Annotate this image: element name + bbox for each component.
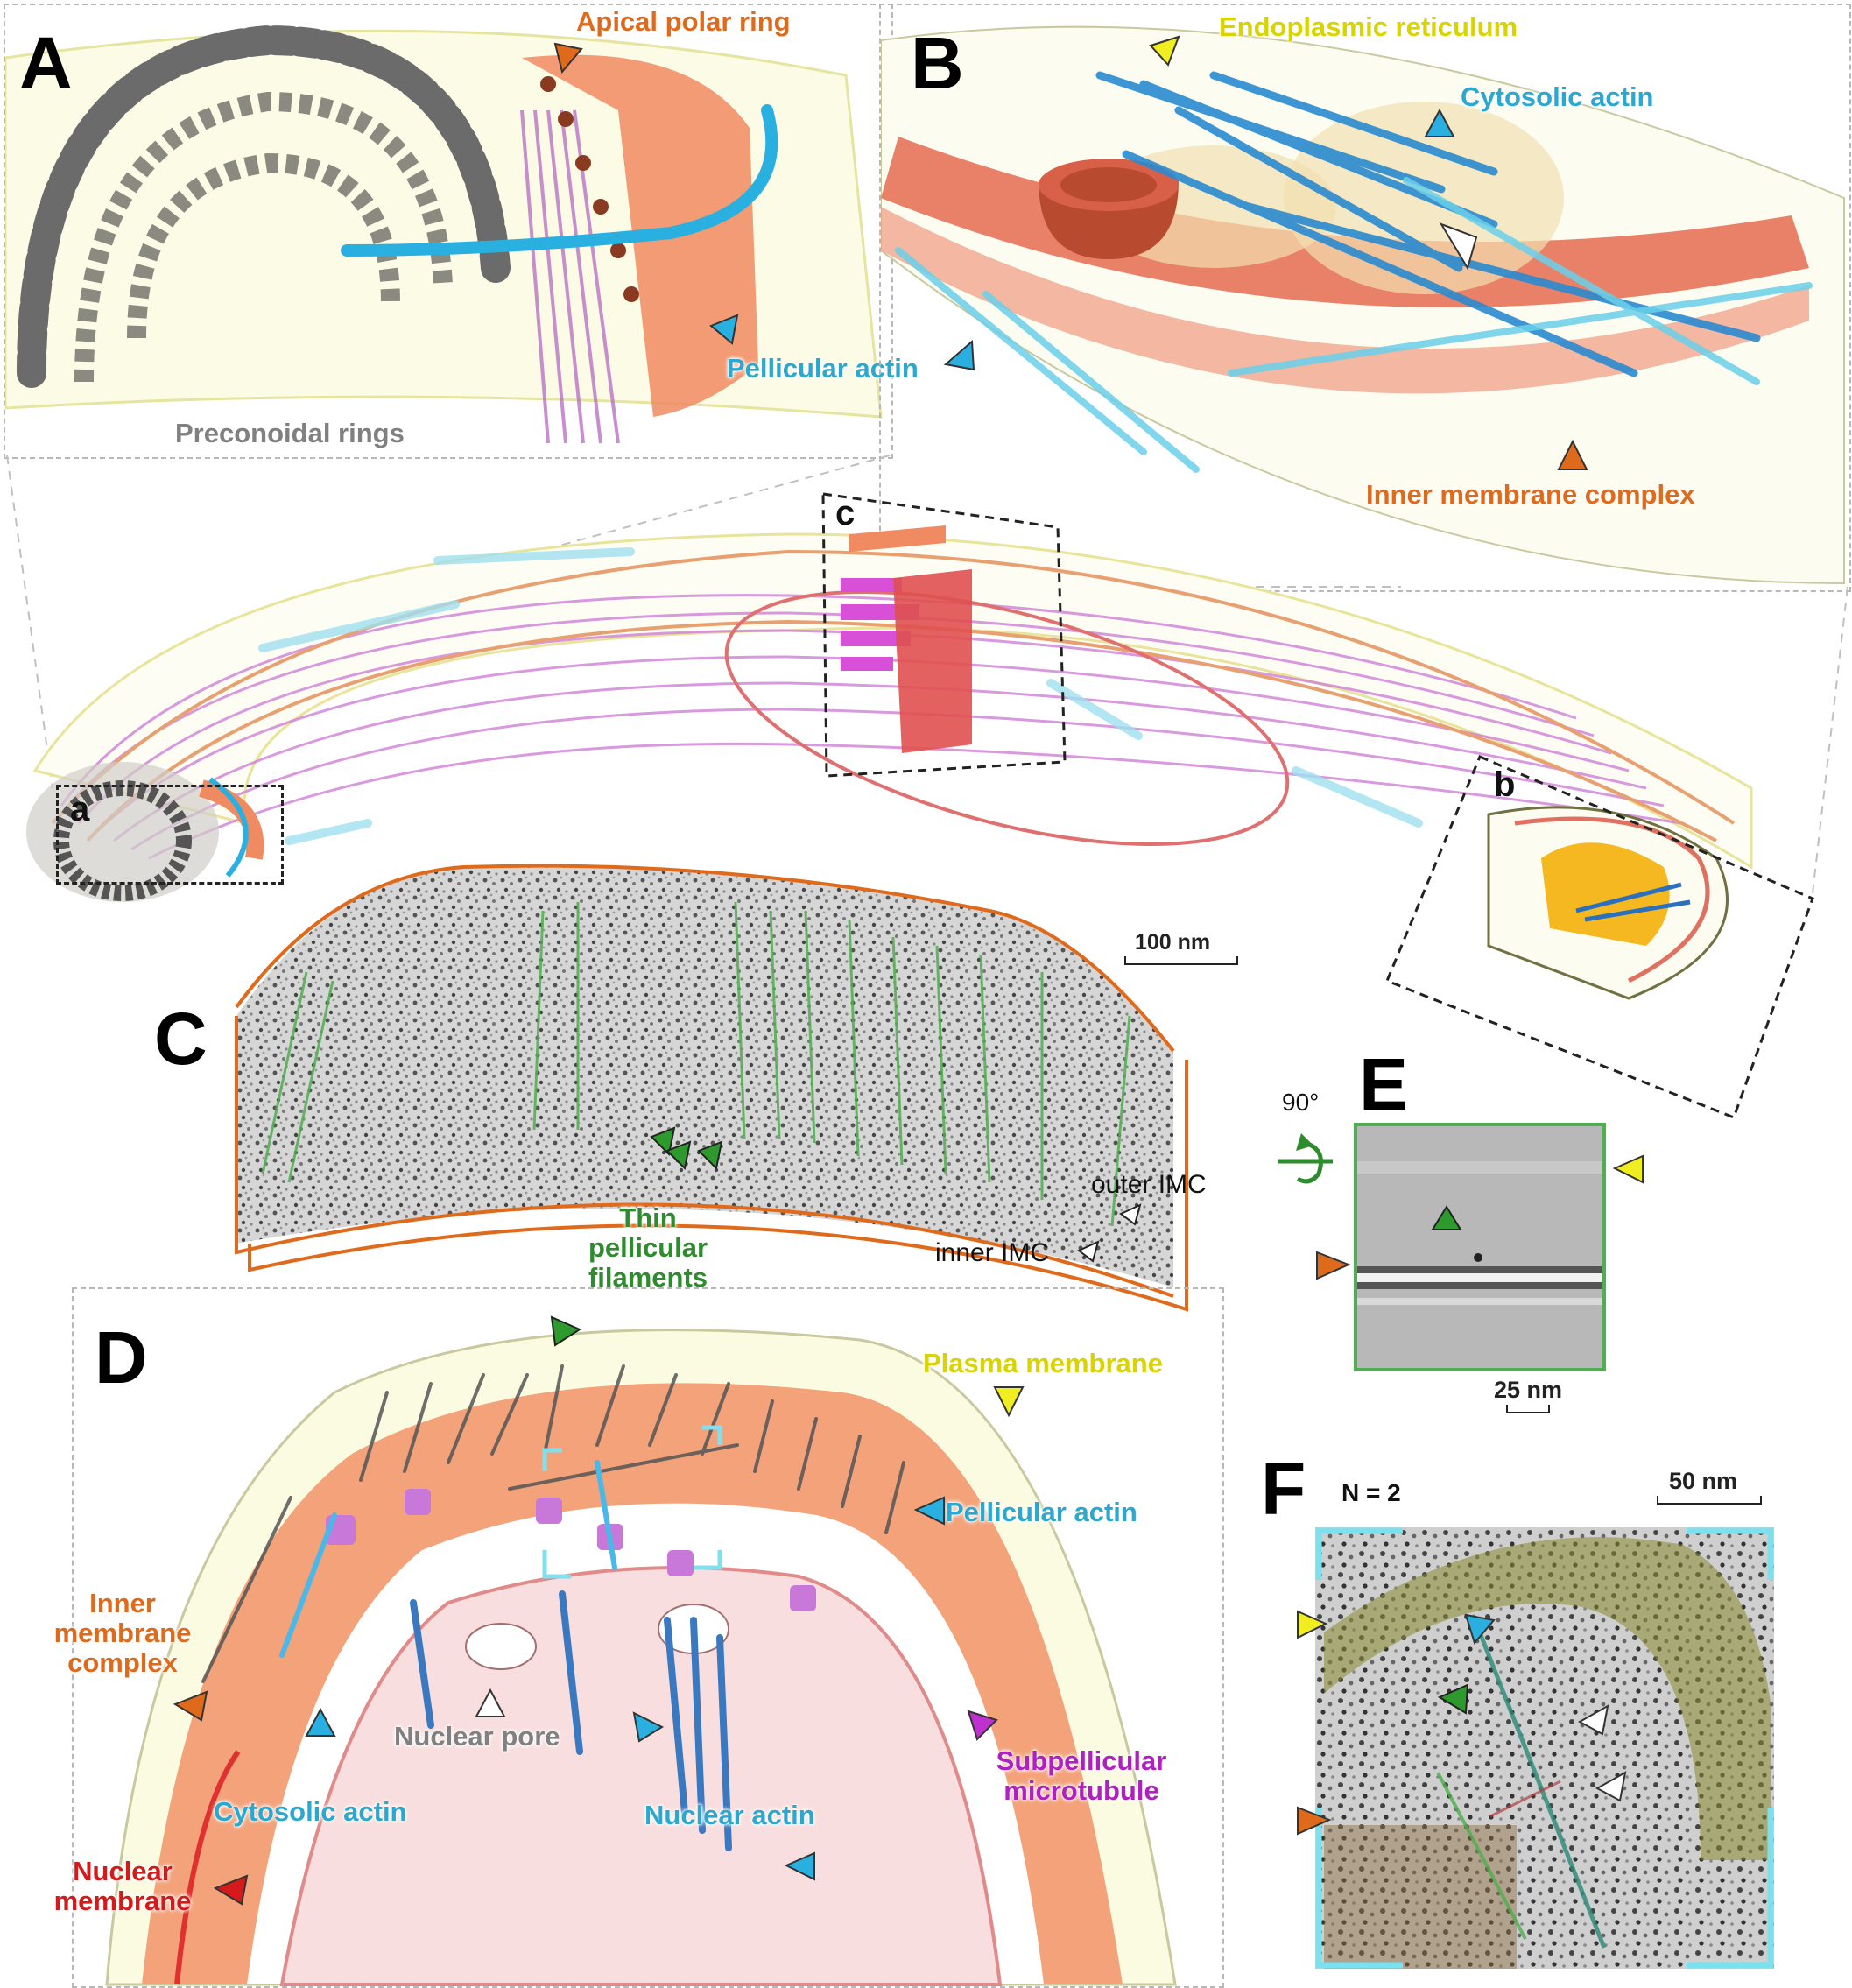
arrow-cyan-icon bbox=[632, 1711, 665, 1743]
arrow-orange-icon bbox=[1557, 439, 1588, 470]
overview-box-b-frame bbox=[1385, 755, 1814, 1119]
arrow-orange-icon bbox=[173, 1690, 208, 1722]
label-subpellicular-microtubule: Subpellicular microtubule bbox=[981, 1745, 1182, 1807]
arrow-magenta-icon bbox=[967, 1710, 998, 1741]
arrow-cyan-icon bbox=[709, 314, 739, 345]
panel-f-scalebar bbox=[1657, 1496, 1762, 1505]
panel-f-render bbox=[1315, 1527, 1774, 1969]
arrow-orange-icon bbox=[1316, 1251, 1351, 1280]
arrow-green-icon bbox=[550, 1315, 582, 1347]
arrow-red-icon bbox=[213, 1874, 249, 1906]
label-smt-line2: microtubule bbox=[1003, 1775, 1159, 1807]
panel-a-letter: A bbox=[19, 22, 73, 104]
panel-d-render bbox=[105, 1329, 1177, 1986]
panel-e-render bbox=[1357, 1126, 1602, 1368]
label-imc-line3: complex bbox=[67, 1647, 178, 1679]
overview-cell bbox=[6, 455, 1848, 1000]
panel-b-frame bbox=[879, 4, 1851, 592]
arrow-cyan-icon bbox=[943, 339, 975, 371]
overview-box-a bbox=[56, 785, 284, 885]
panel-e-image bbox=[1354, 1123, 1606, 1371]
label-apical-polar-ring: Apical polar ring bbox=[576, 6, 791, 37]
label-smt-line1: Subpellicular bbox=[996, 1745, 1167, 1776]
panel-e-letter: E bbox=[1359, 1043, 1409, 1125]
panel-b-render bbox=[881, 25, 1845, 585]
label-inner-membrane-complex-d: Inner membrane complex bbox=[53, 1588, 193, 1679]
label-pellicular-actin-d: Pellicular actin bbox=[946, 1497, 1137, 1527]
arrow-orange-icon bbox=[553, 42, 583, 74]
label-imc-line2: membrane bbox=[53, 1618, 192, 1649]
label-cytosolic-actin-b: Cytosolic actin bbox=[1461, 81, 1654, 112]
label-thin-pellicular-filaments: Thin pellicular filaments bbox=[560, 1202, 736, 1293]
panel-a-render bbox=[5, 25, 883, 444]
arrow-yellow-icon bbox=[1149, 35, 1180, 67]
overview-label-a: a bbox=[70, 790, 90, 828]
label-outer-imc: outer IMC bbox=[1091, 1170, 1207, 1199]
label-endoplasmic-reticulum: Endoplasmic reticulum bbox=[1219, 11, 1518, 42]
arrow-cyan-icon bbox=[305, 1707, 336, 1737]
panel-b-image bbox=[881, 5, 1846, 587]
arrow-green-icon bbox=[1437, 1683, 1469, 1715]
label-inner-membrane-complex-b: Inner membrane complex bbox=[1366, 479, 1695, 510]
panel-a-image bbox=[5, 5, 888, 454]
overview-label-c: c bbox=[835, 494, 856, 532]
panel-c-letter: C bbox=[154, 998, 208, 1080]
label-inner-imc: inner IMC bbox=[935, 1238, 1050, 1267]
arrow-white-icon bbox=[475, 1688, 506, 1717]
label-nuclear-pore: Nuclear pore bbox=[394, 1721, 560, 1752]
panel-c-scale-label: 100 nm bbox=[1135, 930, 1211, 955]
arrow-white-icon bbox=[1077, 1240, 1100, 1263]
arrow-white-icon bbox=[1119, 1203, 1142, 1226]
label-thin-line1: Thin bbox=[619, 1202, 677, 1233]
arrow-cyan-icon bbox=[913, 1496, 945, 1526]
rotate-icon bbox=[1278, 1133, 1333, 1184]
label-nm-line1: Nuclear bbox=[73, 1856, 173, 1886]
arrow-yellow-icon bbox=[993, 1386, 1025, 1418]
label-preconoidal-rings: Preconoidal rings bbox=[175, 418, 405, 448]
panel-f-image bbox=[1315, 1527, 1774, 1969]
arrow-green-icon bbox=[650, 1126, 723, 1171]
overview-box-c bbox=[820, 487, 1067, 778]
label-imc-line1: Inner bbox=[89, 1588, 156, 1618]
label-n-count: N = 2 bbox=[1341, 1479, 1401, 1506]
panel-e-scale-label: 25 nm bbox=[1494, 1377, 1563, 1403]
arrow-white-icon bbox=[1577, 1704, 1609, 1736]
overview-box-b bbox=[1384, 753, 1821, 1121]
overview-box-c-frame bbox=[821, 492, 1067, 778]
arrow-yellow-icon bbox=[1297, 1610, 1328, 1639]
panel-c-tomogram bbox=[235, 864, 1188, 1312]
panel-f-scale-label: 50 nm bbox=[1669, 1468, 1738, 1494]
arrow-cyan-icon bbox=[1424, 108, 1455, 137]
arrow-green-icon bbox=[1431, 1205, 1462, 1230]
arrow-orange-icon bbox=[1297, 1806, 1332, 1836]
label-cytosolic-actin-d: Cytosolic actin bbox=[214, 1796, 407, 1827]
arrow-cyan-icon bbox=[784, 1851, 815, 1881]
panel-d-frame bbox=[72, 1287, 1224, 1988]
label-nm-line2: membrane bbox=[53, 1886, 192, 1917]
label-plasma-membrane: Plasma membrane bbox=[923, 1348, 1163, 1378]
panel-d-letter: D bbox=[95, 1316, 148, 1399]
overview-label-b: b bbox=[1494, 765, 1516, 804]
panel-f-letter: F bbox=[1261, 1448, 1306, 1530]
arrow-cyan-icon bbox=[1464, 1613, 1496, 1646]
arrow-yellow-icon bbox=[1612, 1154, 1644, 1184]
label-nuclear-actin: Nuclear actin bbox=[644, 1800, 815, 1830]
panel-b-letter: B bbox=[911, 22, 964, 104]
panel-c-scalebar bbox=[1124, 956, 1238, 965]
label-rotation: 90° bbox=[1282, 1089, 1320, 1116]
panel-e-scalebar bbox=[1506, 1405, 1550, 1413]
label-nuclear-membrane: Nuclear membrane bbox=[53, 1856, 193, 1917]
arrow-white-icon bbox=[1595, 1771, 1627, 1802]
label-pellicular-actin-a: Pellicular actin bbox=[727, 353, 919, 384]
label-thin-line2: pellicular bbox=[588, 1232, 708, 1264]
